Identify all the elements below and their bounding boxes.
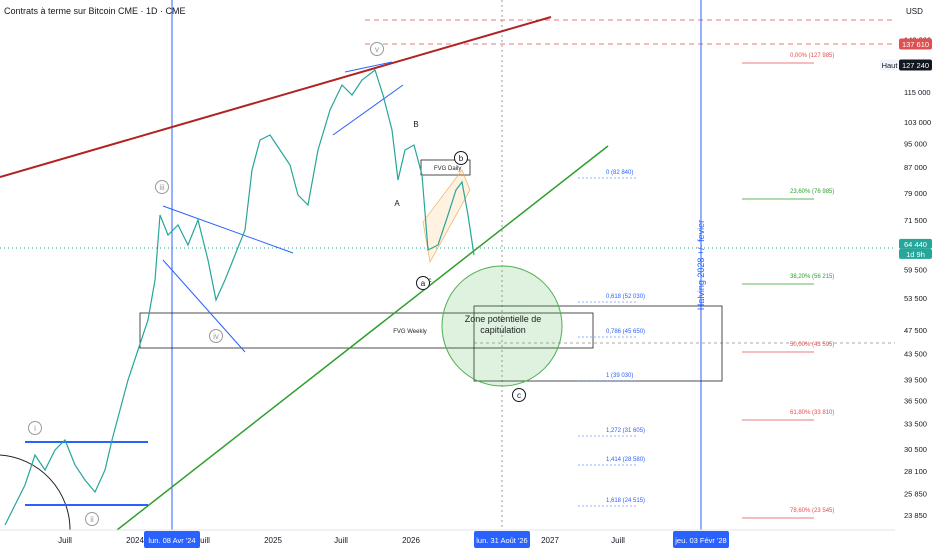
- fib-label: 0,00% (127 985): [790, 53, 834, 59]
- price-label: 39 500: [904, 375, 927, 384]
- last-price-bg: [899, 238, 932, 249]
- price-label: 47 500: [904, 326, 927, 335]
- arc: [0, 454, 71, 531]
- wave-label: A: [394, 199, 400, 208]
- price-label: 71 500: [904, 216, 927, 225]
- fib-label: 61,80% (33 810): [790, 410, 834, 416]
- date-marker-bg: [144, 531, 200, 548]
- fib-label: 0,618 (52 030): [606, 294, 645, 300]
- wave-circle: [416, 276, 430, 290]
- time-label: Juill: [611, 536, 625, 545]
- date-marker: lun. 31 Août '26: [476, 536, 527, 545]
- date-marker-bg: [673, 531, 729, 548]
- wave-circle: [209, 329, 223, 343]
- price-label: 115 000: [904, 88, 931, 97]
- price-axis: [895, 0, 932, 550]
- wave-circle: [155, 180, 169, 194]
- wave-label: ii: [90, 515, 94, 524]
- countdown: 1d 9h: [906, 250, 925, 259]
- price-label: 95 000: [904, 140, 927, 149]
- date-marker: lun. 08 Avr '24: [148, 536, 195, 545]
- date-marker: jeu. 03 Févr '28: [674, 536, 726, 545]
- fib-label: 1 (39 030): [606, 373, 633, 379]
- wave-label: B: [413, 120, 418, 129]
- fvg-daily-box: [420, 159, 471, 176]
- high-value: 127 240: [902, 61, 929, 70]
- wave-circle: [512, 388, 526, 402]
- price-label: 79 000: [904, 189, 927, 198]
- wave-label: i: [34, 424, 36, 433]
- wave-label: c: [517, 391, 521, 400]
- price-label: 87 000: [904, 163, 927, 172]
- fib-label: 38,20% (56 215): [790, 274, 834, 280]
- wave-circle: [85, 512, 99, 526]
- fib-label: 1,618 (24 515): [606, 498, 645, 504]
- price-label: 33 500: [904, 420, 927, 429]
- wave-circle: [370, 42, 384, 56]
- time-label: 2025: [264, 536, 282, 545]
- price-label: 103 000: [904, 118, 931, 127]
- last-price: 64 440: [904, 240, 927, 249]
- wave-label: iv: [213, 332, 219, 341]
- time-label: Juill: [334, 536, 348, 545]
- high-value-bg: [899, 59, 932, 71]
- fib-label: 78,60% (23 545): [790, 508, 834, 514]
- channel-line: [332, 84, 404, 136]
- capitulation-zone: [441, 265, 563, 387]
- price-label: 23 850: [904, 511, 927, 520]
- annotation: FVG Daily: [434, 166, 461, 172]
- high-label-bg: [880, 59, 899, 71]
- price-label: 36 500: [904, 397, 927, 406]
- annotation: Zone potentielle de capitulation: [465, 314, 542, 335]
- fib-label: 50,00% (43 595): [790, 342, 834, 348]
- currency: USD: [906, 7, 923, 16]
- fib-label: 1,414 (28 580): [606, 457, 645, 463]
- wave-circle: [454, 151, 468, 165]
- channel-line: [344, 61, 393, 73]
- price-label: 30 500: [904, 445, 927, 454]
- fvg-weekly-box: [139, 312, 594, 349]
- price-label: 59 500: [904, 265, 927, 274]
- annotation: FVG Weekly: [393, 329, 427, 335]
- fib-label: 0,786 (45 650): [606, 329, 645, 335]
- wave-label: a: [421, 279, 426, 288]
- price-label: 25 850: [904, 489, 927, 498]
- resistance-line: [0, 16, 552, 178]
- time-label: 2024: [126, 536, 144, 545]
- wave-label: c: [429, 278, 432, 284]
- time-axis: [0, 530, 895, 550]
- price-label: 43 500: [904, 350, 927, 359]
- fib-label: 23,60% (76 985): [790, 189, 834, 195]
- time-label: 2027: [541, 536, 559, 545]
- date-marker-bg: [474, 531, 530, 548]
- triangle-line: [162, 205, 294, 254]
- wave-label: iii: [159, 183, 165, 192]
- time-label: 2026: [402, 536, 420, 545]
- annotation: Halving 2028 +/- fevier: [696, 220, 706, 310]
- fib-label: 0 (82 840): [606, 170, 633, 176]
- wave-circle: [28, 421, 42, 435]
- price-path: [4, 69, 475, 526]
- marker-price-bg: [899, 38, 932, 50]
- marker-price: 137 610: [902, 40, 929, 49]
- price-label: 28 100: [904, 467, 927, 476]
- time-label: Juill: [58, 536, 72, 545]
- price-label: 53 500: [904, 294, 927, 303]
- wave-label: b: [459, 154, 464, 163]
- countdown-bg: [899, 248, 932, 259]
- fib-label: 1,272 (31 605): [606, 428, 645, 434]
- triangle-line: [162, 259, 246, 353]
- time-label: Juill: [196, 536, 210, 545]
- title: Contrats à terme sur Bitcoin CME · 1D · …: [4, 6, 186, 16]
- support-line: [116, 145, 609, 531]
- wave-label: v: [375, 45, 379, 54]
- high-label: Haut: [882, 61, 899, 70]
